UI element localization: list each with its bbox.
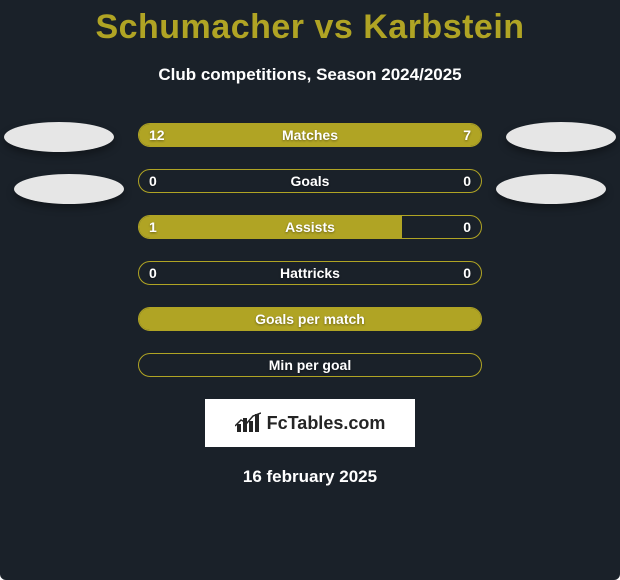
stat-row-matches: 12 Matches 7	[138, 123, 482, 147]
stat-label: Goals per match	[139, 308, 481, 330]
player-photo-placeholder	[4, 122, 114, 152]
stat-value-right: 0	[463, 170, 471, 192]
page-title: Schumacher vs Karbstein	[0, 0, 620, 47]
stat-row-hattricks: 0 Hattricks 0	[138, 261, 482, 285]
stat-label: Goals	[139, 170, 481, 192]
page-subtitle: Club competitions, Season 2024/2025	[0, 65, 620, 85]
player-photo-placeholder	[506, 122, 616, 152]
player-photo-placeholder	[496, 174, 606, 204]
date-label: 16 february 2025	[0, 467, 620, 487]
stat-row-goals: 0 Goals 0	[138, 169, 482, 193]
source-badge: FcTables.com	[205, 399, 415, 447]
player-photo-placeholder	[14, 174, 124, 204]
bar-chart-icon	[235, 412, 261, 434]
stat-value-right: 7	[463, 124, 471, 146]
stats-rows: 12 Matches 7 0 Goals 0 1 Assists 0 0 Hat…	[138, 123, 482, 377]
stat-row-goals-per-match: Goals per match	[138, 307, 482, 331]
stat-label: Assists	[139, 216, 481, 238]
stat-label: Hattricks	[139, 262, 481, 284]
stat-label: Min per goal	[139, 354, 481, 376]
stat-value-right: 0	[463, 216, 471, 238]
stat-row-min-per-goal: Min per goal	[138, 353, 482, 377]
stat-label: Matches	[139, 124, 481, 146]
stat-row-assists: 1 Assists 0	[138, 215, 482, 239]
source-badge-text: FcTables.com	[267, 413, 386, 434]
stat-value-right: 0	[463, 262, 471, 284]
